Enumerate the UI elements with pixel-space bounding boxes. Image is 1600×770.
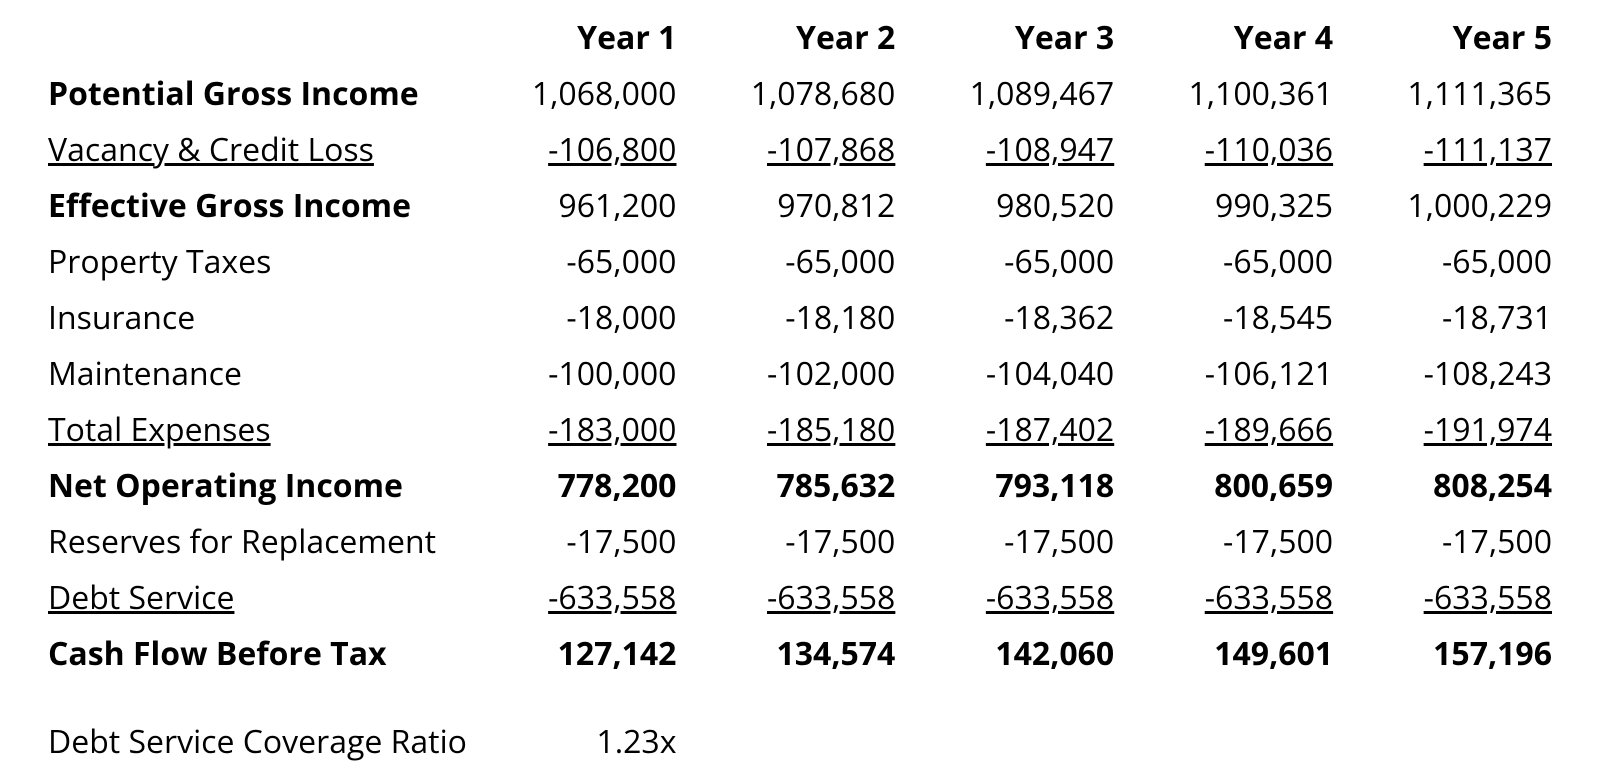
- cell-value: 142,060: [903, 626, 1122, 682]
- cell-value: -108,243: [1341, 346, 1560, 402]
- cell-value: -106,800: [466, 122, 685, 178]
- table-row: Reserves for Replacement-17,500-17,500-1…: [40, 514, 1560, 570]
- table-row: Potential Gross Income1,068,0001,078,680…: [40, 66, 1560, 122]
- cell-value: 1,100,361: [1122, 66, 1341, 122]
- cell-value: -18,545: [1122, 290, 1341, 346]
- cell-value: 990,325: [1122, 178, 1341, 234]
- row-label: Effective Gross Income: [40, 178, 466, 234]
- cell-value: -17,500: [1122, 514, 1341, 570]
- cell-value: 785,632: [684, 458, 903, 514]
- spacer-row: [40, 682, 1560, 714]
- cell-value: -18,731: [1341, 290, 1560, 346]
- cell-value: -65,000: [1341, 234, 1560, 290]
- cell-value: 1,000,229: [1341, 178, 1560, 234]
- cell-value: -108,947: [903, 122, 1122, 178]
- cell-value: -191,974: [1341, 402, 1560, 458]
- cell-value: 157,196: [1341, 626, 1560, 682]
- cell-value: -185,180: [684, 402, 903, 458]
- cell-value: 980,520: [903, 178, 1122, 234]
- header-blank: [40, 10, 466, 66]
- cell-value: -110,036: [1122, 122, 1341, 178]
- row-label: Maintenance: [40, 346, 466, 402]
- cell-value: -183,000: [466, 402, 685, 458]
- proforma-table: Year 1 Year 2 Year 3 Year 4 Year 5 Poten…: [40, 10, 1560, 770]
- row-label: Total Expenses: [40, 402, 466, 458]
- cell-value: -633,558: [903, 570, 1122, 626]
- table-row: Cash Flow Before Tax127,142134,574142,06…: [40, 626, 1560, 682]
- table-row: Property Taxes-65,000-65,000-65,000-65,0…: [40, 234, 1560, 290]
- cell-value: -17,500: [903, 514, 1122, 570]
- row-label: Property Taxes: [40, 234, 466, 290]
- cell-value: -104,040: [903, 346, 1122, 402]
- cell-value: -633,558: [684, 570, 903, 626]
- header-year-2: Year 2: [684, 10, 903, 66]
- cell-value: -17,500: [684, 514, 903, 570]
- cell-value: 778,200: [466, 458, 685, 514]
- footer-row: Debt Service Coverage Ratio 1.23x: [40, 714, 1560, 770]
- cell-value: 800,659: [1122, 458, 1341, 514]
- cell-value: -633,558: [1341, 570, 1560, 626]
- cell-value: -18,180: [684, 290, 903, 346]
- cell-value: 1,111,365: [1341, 66, 1560, 122]
- cell-value: -65,000: [466, 234, 685, 290]
- cell-value: 149,601: [1122, 626, 1341, 682]
- header-year-3: Year 3: [903, 10, 1122, 66]
- header-year-1: Year 1: [466, 10, 685, 66]
- cell-value: -65,000: [1122, 234, 1341, 290]
- cell-value: -65,000: [903, 234, 1122, 290]
- cell-value: 961,200: [466, 178, 685, 234]
- cell-value: 970,812: [684, 178, 903, 234]
- cell-value: -100,000: [466, 346, 685, 402]
- row-label: Net Operating Income: [40, 458, 466, 514]
- header-year-5: Year 5: [1341, 10, 1560, 66]
- row-label: Vacancy & Credit Loss: [40, 122, 466, 178]
- cell-value: -17,500: [1341, 514, 1560, 570]
- cell-value: 808,254: [1341, 458, 1560, 514]
- cell-value: -18,362: [903, 290, 1122, 346]
- cell-value: -187,402: [903, 402, 1122, 458]
- row-label: Reserves for Replacement: [40, 514, 466, 570]
- cell-value: -102,000: [684, 346, 903, 402]
- cell-value: -106,121: [1122, 346, 1341, 402]
- row-label: Debt Service: [40, 570, 466, 626]
- footer-value: 1.23x: [466, 714, 685, 770]
- cell-value: -111,137: [1341, 122, 1560, 178]
- cell-value: -17,500: [466, 514, 685, 570]
- cell-value: 1,068,000: [466, 66, 685, 122]
- cell-value: -189,666: [1122, 402, 1341, 458]
- cell-value: 793,118: [903, 458, 1122, 514]
- table-row: Effective Gross Income961,200970,812980,…: [40, 178, 1560, 234]
- cell-value: 134,574: [684, 626, 903, 682]
- cell-value: -633,558: [466, 570, 685, 626]
- row-label: Cash Flow Before Tax: [40, 626, 466, 682]
- table-row: Total Expenses-183,000-185,180-187,402-1…: [40, 402, 1560, 458]
- table-row: Debt Service-633,558-633,558-633,558-633…: [40, 570, 1560, 626]
- header-row: Year 1 Year 2 Year 3 Year 4 Year 5: [40, 10, 1560, 66]
- row-label: Insurance: [40, 290, 466, 346]
- cell-value: 127,142: [466, 626, 685, 682]
- cell-value: -107,868: [684, 122, 903, 178]
- cell-value: -18,000: [466, 290, 685, 346]
- cell-value: 1,078,680: [684, 66, 903, 122]
- footer-label: Debt Service Coverage Ratio: [40, 714, 466, 770]
- row-label: Potential Gross Income: [40, 66, 466, 122]
- table-row: Maintenance-100,000-102,000-104,040-106,…: [40, 346, 1560, 402]
- cell-value: 1,089,467: [903, 66, 1122, 122]
- cell-value: -65,000: [684, 234, 903, 290]
- header-year-4: Year 4: [1122, 10, 1341, 66]
- table-row: Vacancy & Credit Loss-106,800-107,868-10…: [40, 122, 1560, 178]
- table-row: Insurance-18,000-18,180-18,362-18,545-18…: [40, 290, 1560, 346]
- cell-value: -633,558: [1122, 570, 1341, 626]
- table-row: Net Operating Income778,200785,632793,11…: [40, 458, 1560, 514]
